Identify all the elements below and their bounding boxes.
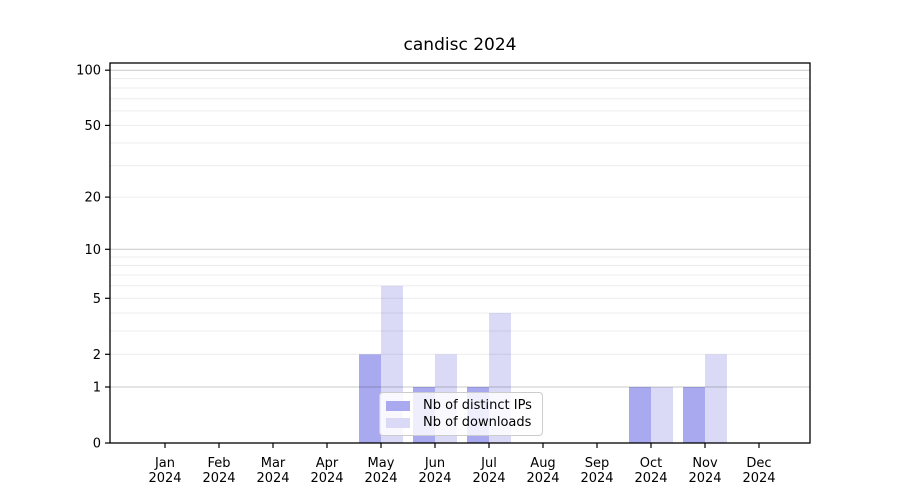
y-tick-label: 100 xyxy=(76,64,101,79)
legend-swatch-downloads xyxy=(386,417,410,428)
x-tick-label-month: Jul xyxy=(480,456,497,471)
legend-item-downloads: Nb of downloads xyxy=(386,414,534,431)
bar-distinct-ips-nov xyxy=(683,387,705,443)
x-tick-label-month: Nov xyxy=(692,456,718,471)
y-tick-label: 1 xyxy=(93,381,101,396)
legend-item-distinct-ips: Nb of distinct IPs xyxy=(386,397,534,414)
x-tick-label-month: May xyxy=(368,456,395,471)
x-tick-label-month: Feb xyxy=(207,456,230,471)
x-tick-label-year: 2024 xyxy=(418,471,451,486)
x-tick-label-month: Mar xyxy=(261,456,286,471)
bar-distinct-ips-may xyxy=(359,354,381,443)
x-tick-label-month: Oct xyxy=(640,456,662,471)
x-tick-label-month: Apr xyxy=(316,456,339,471)
x-tick-label-month: Aug xyxy=(530,456,555,471)
x-tick-label-year: 2024 xyxy=(580,471,613,486)
plot-box xyxy=(109,62,811,444)
x-tick-label-year: 2024 xyxy=(634,471,667,486)
x-tick-label-year: 2024 xyxy=(310,471,343,486)
chart-title: candisc 2024 xyxy=(403,35,517,55)
x-tick-label-year: 2024 xyxy=(256,471,289,486)
bar-downloads-oct xyxy=(651,387,673,443)
x-tick-label-year: 2024 xyxy=(148,471,181,486)
y-tick-label: 10 xyxy=(84,243,101,258)
x-tick-label-year: 2024 xyxy=(526,471,559,486)
y-tick-label: 2 xyxy=(93,348,101,363)
y-tick-label: 5 xyxy=(93,292,101,307)
legend-label-downloads: Nb of downloads xyxy=(423,415,532,430)
x-tick-label-month: Jun xyxy=(424,456,445,471)
legend-swatch-distinct-ips xyxy=(386,400,410,411)
legend-label-distinct-ips: Nb of distinct IPs xyxy=(423,398,532,413)
legend: Nb of distinct IPs Nb of downloads xyxy=(379,392,543,436)
x-tick-label-year: 2024 xyxy=(202,471,235,486)
bar-distinct-ips-oct xyxy=(629,387,651,443)
x-tick-label-year: 2024 xyxy=(472,471,505,486)
y-tick-label: 50 xyxy=(84,119,101,134)
x-tick-label-month: Dec xyxy=(746,456,771,471)
x-tick-label-year: 2024 xyxy=(688,471,721,486)
x-tick-label-month: Sep xyxy=(585,456,610,471)
y-tick-label: 0 xyxy=(93,437,101,452)
x-tick-label-month: Jan xyxy=(154,456,175,471)
bar-downloads-nov xyxy=(705,354,727,443)
x-tick-label-year: 2024 xyxy=(364,471,397,486)
y-tick-label: 20 xyxy=(84,191,101,206)
x-tick-label-year: 2024 xyxy=(742,471,775,486)
